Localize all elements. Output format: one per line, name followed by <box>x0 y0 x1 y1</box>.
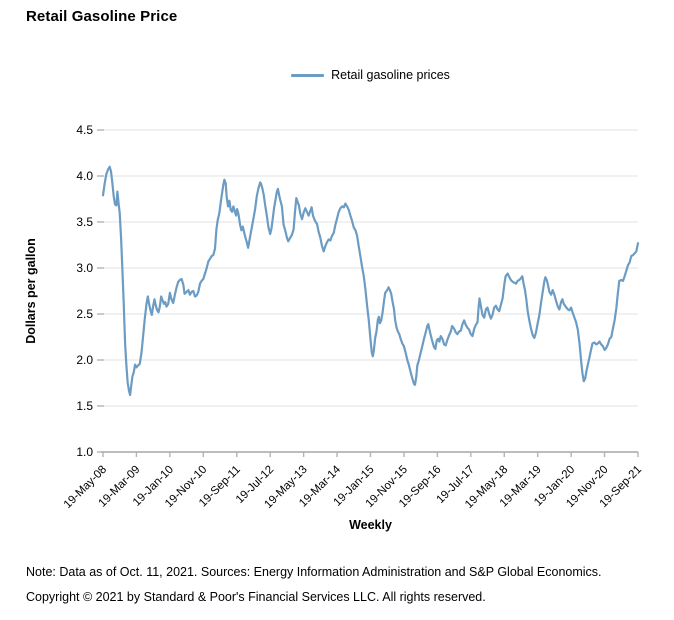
footnotes: Note: Data as of Oct. 11, 2021. Sources:… <box>26 560 602 610</box>
footnote-copyright: Copyright © 2021 by Standard & Poor's Fi… <box>26 590 486 604</box>
y-tick-label: 2.5 <box>76 307 93 321</box>
y-axis-title: Dollars per gallon <box>24 238 38 344</box>
y-tick-label: 3.0 <box>76 261 93 275</box>
y-tick-label: 2.0 <box>76 353 93 367</box>
legend-label: Retail gasoline prices <box>331 68 450 82</box>
y-tick-label: 1.0 <box>76 445 93 459</box>
x-axis-title: Weekly <box>349 518 392 532</box>
y-tick-label: 4.0 <box>76 169 93 183</box>
page-title: Retail Gasoline Price <box>26 8 178 25</box>
footnote-sources: Note: Data as of Oct. 11, 2021. Sources:… <box>26 565 602 579</box>
legend-line-swatch <box>291 73 325 77</box>
y-tick-label: 1.5 <box>76 399 93 413</box>
y-tick-label: 3.5 <box>76 215 93 229</box>
gasoline-price-line <box>101 165 640 397</box>
y-tick-label: 4.5 <box>76 123 93 137</box>
legend: Retail gasoline prices <box>103 66 638 84</box>
